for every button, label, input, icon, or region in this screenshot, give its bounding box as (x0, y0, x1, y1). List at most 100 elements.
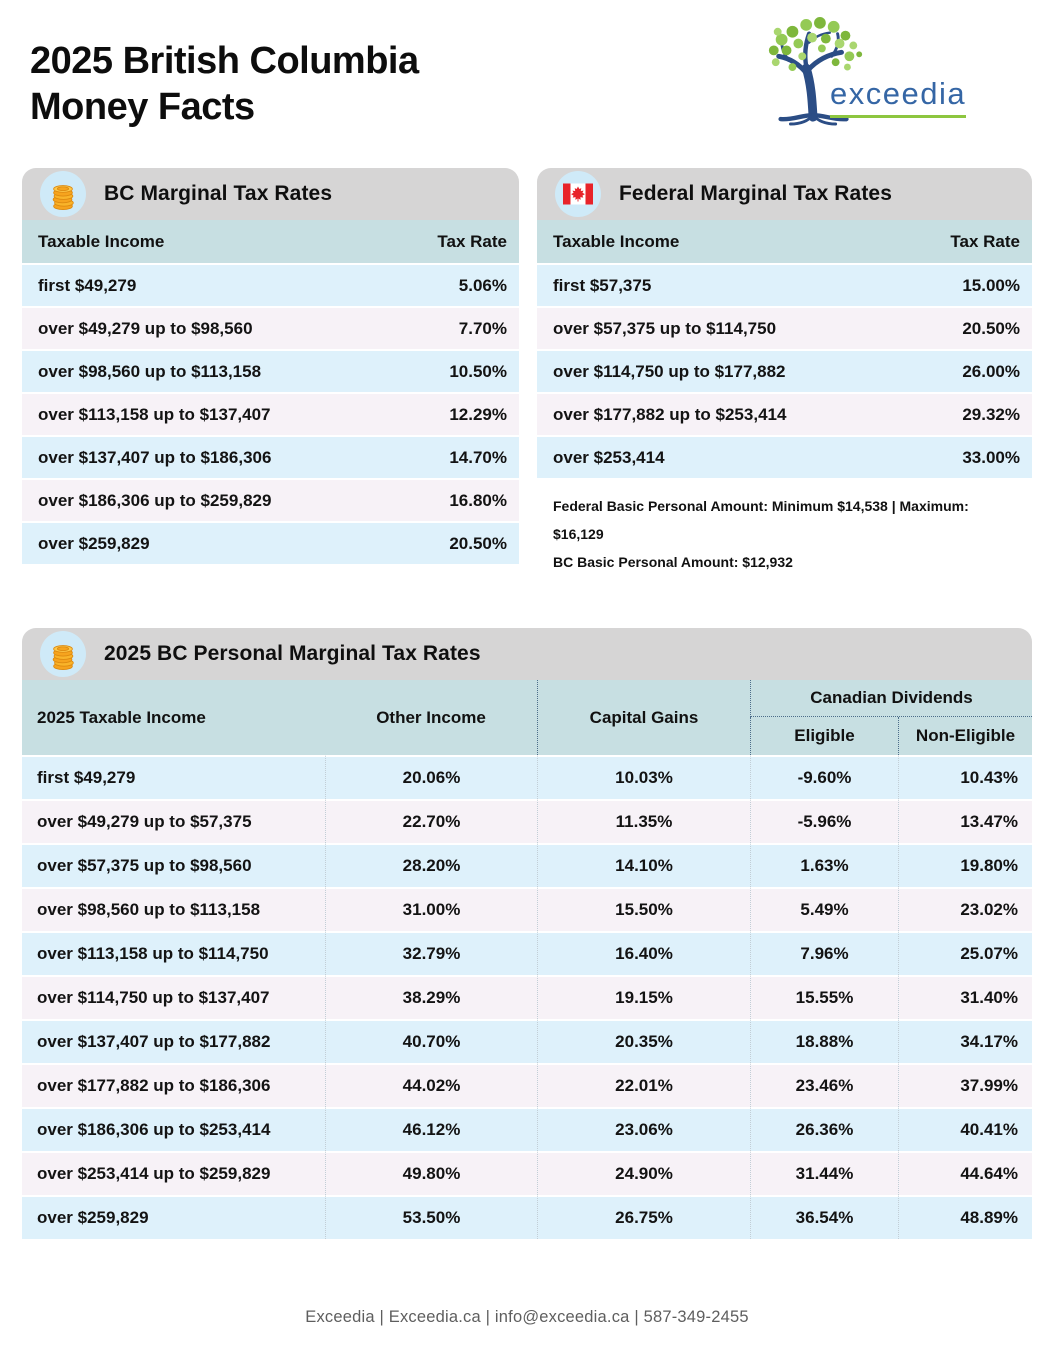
cell-rate: 12.29% (389, 392, 519, 435)
cell-capital: 22.01% (537, 1063, 750, 1107)
cell-income: over $253,414 up to $259,829 (22, 1151, 325, 1195)
column-header-canadian-dividends: Canadian Dividends (750, 680, 1033, 717)
cell-non_eligible: 23.02% (898, 887, 1033, 931)
cell-eligible: 26.36% (750, 1107, 898, 1151)
federal-tax-table: Taxable Income Tax Rate first $57,375 15.… (537, 220, 1032, 478)
cell-income: over $137,407 up to $186,306 (22, 435, 389, 478)
cell-capital: 10.03% (537, 755, 750, 799)
cell-rate: 20.50% (389, 521, 519, 564)
cell-non_eligible: 37.99% (898, 1063, 1033, 1107)
cell-non_eligible: 40.41% (898, 1107, 1033, 1151)
cell-rate: 14.70% (389, 435, 519, 478)
page-title-line1: 2025 British Columbia (30, 40, 419, 82)
column-header-tax-rate: Tax Rate (389, 220, 519, 263)
cell-capital: 16.40% (537, 931, 750, 975)
federal-basic-personal-amount-note: Federal Basic Personal Amount: Minimum $… (553, 498, 969, 542)
personal-tax-table: 2025 Taxable Income Other Income Capital… (22, 680, 1033, 1239)
cell-other: 53.50% (325, 1195, 537, 1239)
personal-card-title: 2025 BC Personal Marginal Tax Rates (104, 642, 481, 665)
cell-income: over $113,158 up to $137,407 (22, 392, 389, 435)
cell-eligible: 18.88% (750, 1019, 898, 1063)
cell-other: 28.20% (325, 843, 537, 887)
table-row: over $57,375 up to $114,750 20.50% (537, 306, 1032, 349)
table-row: first $49,279 5.06% (22, 263, 519, 306)
cell-other: 49.80% (325, 1151, 537, 1195)
cell-eligible: 5.49% (750, 887, 898, 931)
cell-other: 40.70% (325, 1019, 537, 1063)
coins-icon (40, 171, 86, 217)
cell-eligible: 1.63% (750, 843, 898, 887)
cell-capital: 20.35% (537, 1019, 750, 1063)
tree-icon (768, 17, 863, 126)
cell-income: over $57,375 up to $98,560 (22, 843, 325, 887)
cell-income: over $98,560 up to $113,158 (22, 349, 389, 392)
cell-eligible: -9.60% (750, 755, 898, 799)
tax-cards-row: BC Marginal Tax Rates Taxable Income Tax… (22, 168, 1032, 576)
cell-eligible: 23.46% (750, 1063, 898, 1107)
table-row: over $137,407 up to $177,882 40.70% 20.35%… (22, 1019, 1033, 1063)
federal-card-header: Federal Marginal Tax Rates (537, 168, 1032, 220)
table-row: over $137,407 up to $186,306 14.70% (22, 435, 519, 478)
cell-eligible: 15.55% (750, 975, 898, 1019)
cell-capital: 15.50% (537, 887, 750, 931)
table-row: over $253,414 up to $259,829 49.80% 24.90%… (22, 1151, 1033, 1195)
cell-income: over $49,279 up to $57,375 (22, 799, 325, 843)
cell-other: 20.06% (325, 755, 537, 799)
table-row: over $49,279 up to $57,375 22.70% 11.35% -5… (22, 799, 1033, 843)
personal-tax-card: 2025 BC Personal Marginal Tax Rates 2025… (22, 628, 1033, 1239)
table-row: over $98,560 up to $113,158 31.00% 15.50% 5… (22, 887, 1033, 931)
cell-income: over $114,750 up to $177,882 (537, 349, 902, 392)
logo-text: exceedia (830, 76, 967, 111)
column-header-non-eligible: Non-Eligible (898, 717, 1033, 755)
federal-tax-card: Federal Marginal Tax Rates Taxable Incom… (537, 168, 1032, 576)
cell-non_eligible: 25.07% (898, 931, 1033, 975)
column-header-row-2: Eligible Non-Eligible (22, 717, 1033, 755)
cell-rate: 33.00% (902, 435, 1032, 478)
cell-rate: 16.80% (389, 478, 519, 521)
column-header-eligible: Eligible (750, 717, 898, 755)
cell-non_eligible: 10.43% (898, 755, 1033, 799)
cell-income: first $49,279 (22, 263, 389, 306)
cell-other: 44.02% (325, 1063, 537, 1107)
cell-income: over $177,882 up to $253,414 (537, 392, 902, 435)
cell-eligible: 31.44% (750, 1151, 898, 1195)
column-header-tax-rate: Tax Rate (902, 220, 1032, 263)
cell-income: first $49,279 (22, 755, 325, 799)
column-header-capital-gains: Capital Gains (537, 680, 750, 755)
cell-rate: 15.00% (902, 263, 1032, 306)
column-header-taxable-income: Taxable Income (22, 220, 389, 263)
table-row: over $259,829 53.50% 26.75% 36.54% 48.89% (22, 1195, 1033, 1239)
table-row: over $57,375 up to $98,560 28.20% 14.10% 1.… (22, 843, 1033, 887)
table-row: over $186,306 up to $259,829 16.80% (22, 478, 519, 521)
bc-card-header: BC Marginal Tax Rates (22, 168, 519, 220)
cell-other: 46.12% (325, 1107, 537, 1151)
cell-rate: 26.00% (902, 349, 1032, 392)
table-row: over $98,560 up to $113,158 10.50% (22, 349, 519, 392)
cell-eligible: 7.96% (750, 931, 898, 975)
cell-capital: 24.90% (537, 1151, 750, 1195)
federal-card-title: Federal Marginal Tax Rates (619, 182, 892, 205)
logo-underline (830, 115, 967, 118)
cell-income: over $259,829 (22, 521, 389, 564)
table-row: over $114,750 up to $177,882 26.00% (537, 349, 1032, 392)
bc-basic-personal-amount-note: BC Basic Personal Amount: $12,932 (553, 554, 793, 570)
cell-income: over $113,158 up to $114,750 (22, 931, 325, 975)
table-row: first $57,375 15.00% (537, 263, 1032, 306)
table-row: over $113,158 up to $114,750 32.79% 16.40%… (22, 931, 1033, 975)
exceedia-logo: exceedia (762, 10, 982, 140)
bc-card-title: BC Marginal Tax Rates (104, 182, 333, 205)
cell-other: 38.29% (325, 975, 537, 1019)
table-row: over $177,882 up to $186,306 44.02% 22.01%… (22, 1063, 1033, 1107)
cell-rate: 29.32% (902, 392, 1032, 435)
cell-income: over $137,407 up to $177,882 (22, 1019, 325, 1063)
column-header-row-1: 2025 Taxable Income Other Income Capital… (22, 680, 1033, 755)
cell-other: 31.00% (325, 887, 537, 931)
footer-contact: Exceedia | Exceedia.ca | info@exceedia.c… (305, 1308, 749, 1326)
table-row: over $113,158 up to $137,407 12.29% (22, 392, 519, 435)
cell-other: 22.70% (325, 799, 537, 843)
table-row: over $253,414 33.00% (537, 435, 1032, 478)
cell-income: over $57,375 up to $114,750 (537, 306, 902, 349)
tree-leaves (768, 17, 863, 71)
cell-rate: 20.50% (902, 306, 1032, 349)
